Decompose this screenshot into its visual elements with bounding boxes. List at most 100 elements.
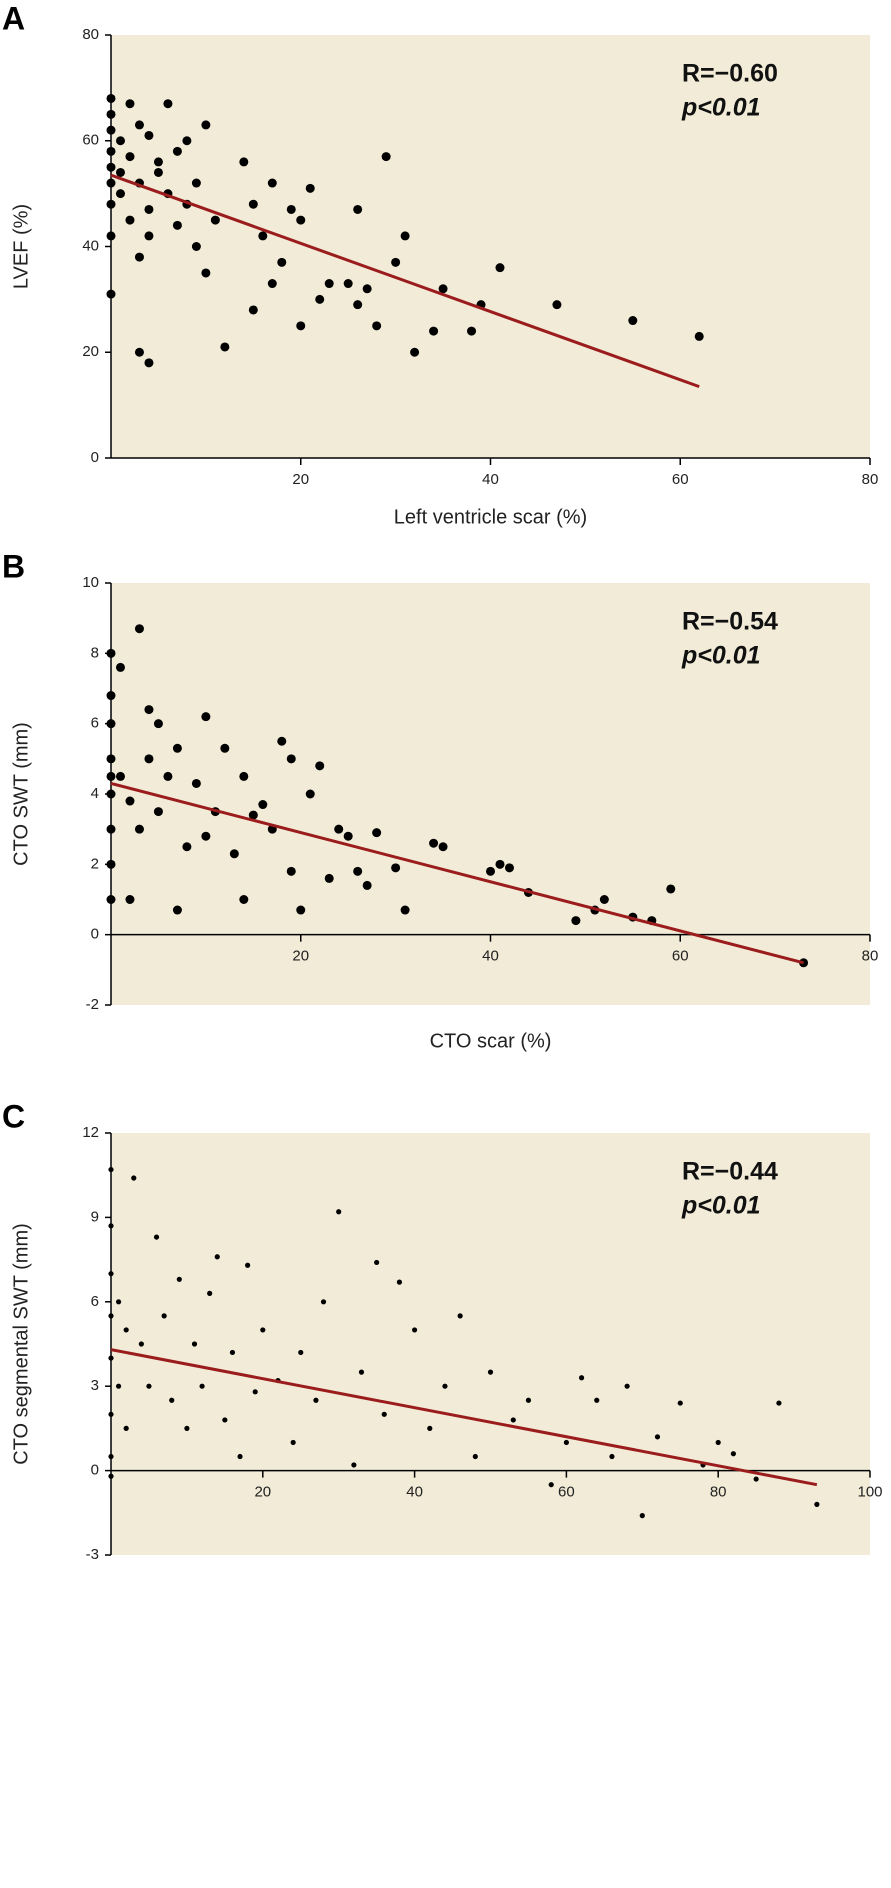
point [106,719,116,729]
point [320,1299,327,1305]
x-tick-label: 60 [672,471,689,488]
point [305,183,315,193]
point [438,284,448,294]
point [504,863,514,873]
point [315,761,325,771]
point [343,831,353,841]
point [563,1439,570,1446]
y-tick-label: 80 [82,26,99,43]
point [324,279,334,289]
point [106,231,116,241]
point [239,895,249,904]
point [351,1462,357,1468]
point [106,771,116,781]
point [324,873,334,883]
y-axis-label: LVEF (%) [10,204,32,289]
point [108,1223,114,1229]
point [191,1341,198,1347]
point [176,1276,182,1282]
fit-line [110,781,804,965]
annotation: p<0.01 [681,642,761,670]
annotation: p<0.01 [681,1192,761,1220]
y-tick-label: 2 [91,855,99,872]
point [372,321,382,331]
point [296,905,306,915]
point [144,754,154,764]
point [467,326,477,336]
point [486,866,495,876]
x-tick-label: 80 [710,1484,727,1501]
point [220,743,230,753]
point [730,1451,736,1457]
point [374,1259,380,1266]
y-tick-label: 0 [91,926,99,943]
point [267,178,277,188]
panel-letter: B [2,548,25,584]
point [239,771,249,781]
point [172,146,182,156]
point [666,884,676,894]
point [286,204,296,214]
point [115,1299,122,1305]
point [495,263,505,273]
point [125,796,135,806]
point [358,1369,365,1375]
y-tick-label: 6 [91,1293,99,1310]
point [753,1476,759,1482]
point [153,1234,160,1240]
point [214,1254,220,1260]
point [237,1453,243,1460]
point [412,1327,418,1333]
point [123,1327,129,1333]
point [296,321,306,331]
point [115,1383,122,1389]
point [191,242,201,251]
point [134,347,144,357]
point [362,880,372,890]
x-axis-label: CTO scar (%) [430,1030,552,1052]
point [260,1327,266,1333]
point [191,778,201,788]
point [115,662,125,672]
point [201,120,211,130]
point [353,866,363,876]
point [624,1383,630,1389]
point [599,895,609,904]
y-tick-label: 60 [82,132,99,149]
point [108,1453,114,1460]
point [814,1501,820,1507]
point [229,1349,236,1356]
point [313,1397,319,1403]
y-axis-label: CTO segmental SWT (mm) [10,1223,32,1465]
point [125,99,135,109]
x-tick-label: 40 [482,948,499,965]
point [510,1417,516,1423]
point [106,178,116,188]
point [548,1482,554,1488]
point [296,215,306,225]
y-tick-label: 8 [91,644,99,661]
point [715,1439,721,1446]
point [199,1383,205,1389]
point [410,347,420,357]
point [134,252,144,262]
point [245,1262,251,1268]
point [182,842,192,852]
fit-line [110,1348,818,1487]
x-tick-label: 20 [292,471,309,488]
x-tick-label: 20 [292,948,309,965]
point [184,1425,190,1431]
annotation: p<0.01 [681,94,761,122]
point [248,810,258,820]
point [115,167,125,177]
point [372,828,382,838]
point [571,916,581,926]
point [144,130,154,140]
point [578,1375,585,1381]
point [108,1411,114,1417]
point [298,1349,304,1356]
point [391,257,401,267]
panel-letter: C [2,1098,25,1134]
point [201,712,211,722]
